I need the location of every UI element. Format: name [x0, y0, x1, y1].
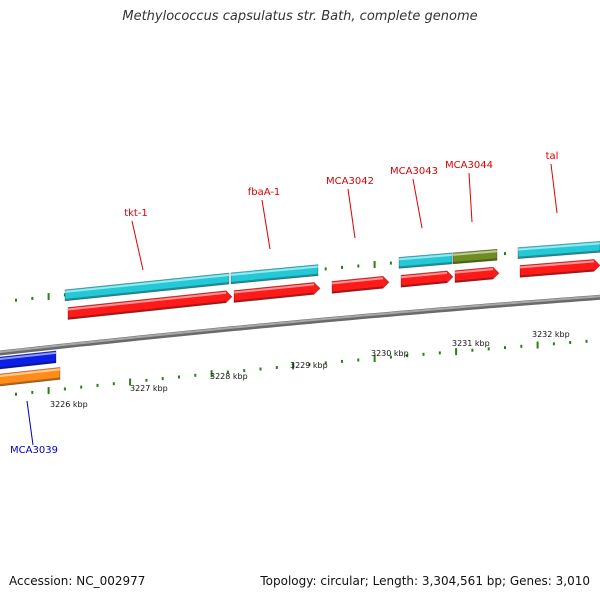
leader-line-4	[468, 172, 473, 223]
scale-label-1: 3227 kbp	[130, 384, 168, 393]
tkt-1-gene-shade	[64, 282, 230, 301]
MCA3042-cds-shine	[331, 277, 384, 285]
tal-cds-body	[519, 258, 600, 278]
gene-label-1: fbaA-1	[248, 187, 281, 198]
fbaA-1-gene-shade	[230, 273, 319, 284]
MCA3043-cds-shade	[400, 280, 448, 288]
tkt-1-gene	[64, 272, 230, 302]
fbaA-1-gene	[230, 264, 319, 285]
leader-line-0	[131, 220, 144, 271]
fbaA-1-cds-body	[233, 282, 321, 303]
accession-label: Accession: NC_002977	[9, 574, 146, 588]
MCA3043-cds	[400, 270, 454, 288]
MCA3043-gene	[398, 252, 453, 269]
MCA3044-cds-shade	[454, 277, 494, 283]
MCA3039-cds-shade	[0, 377, 61, 387]
scale-label-2: 3228 kbp	[210, 372, 248, 381]
tick-row-lower	[15, 339, 588, 396]
tkt-1-cds	[67, 290, 233, 320]
tal-gene	[517, 240, 600, 259]
MCA3039-cds	[0, 367, 61, 387]
gene-label-4: MCA3044	[445, 160, 493, 171]
MCA3043-gene-shade	[398, 261, 453, 269]
tal-gene-shine	[517, 242, 600, 251]
leader-line-5	[550, 163, 558, 214]
MCA3043-cds-shine	[400, 271, 448, 279]
scale-label-5: 3231 kbp	[452, 339, 490, 348]
scale-label-0: 3226 kbp	[50, 400, 88, 409]
scale-label-3: 3229 kbp	[290, 361, 328, 370]
gene-label-2: MCA3042	[326, 176, 374, 187]
MCA3042-cds-body	[331, 275, 390, 294]
MCA3042-cds	[331, 275, 390, 294]
MCA3039-cds-shine	[0, 368, 61, 378]
tal-cds-shine	[519, 260, 595, 269]
tkt-1-gene-shine	[64, 274, 230, 293]
genome-summary-label: Topology: circular; Length: 3,304,561 bp…	[260, 574, 590, 588]
leader-line-6	[26, 400, 34, 446]
MCA3043-cds-body	[400, 270, 454, 288]
MCA3039-gene-shine	[0, 351, 57, 361]
MCA3044-gene-shade	[452, 258, 498, 264]
scale-label-6: 3232 kbp	[532, 330, 570, 339]
tkt-1-cds-body	[67, 290, 233, 320]
gene-label-0: tkt-1	[124, 208, 148, 219]
fbaA-1-gene-shine	[230, 265, 319, 276]
leader-line-3	[412, 178, 423, 229]
tal-cds	[519, 258, 600, 278]
leader-line-2	[347, 188, 356, 239]
MCA3039-gene	[0, 350, 57, 370]
MCA3044-gene-shine	[452, 250, 498, 256]
MCA3044-cds	[454, 266, 500, 284]
tkt-1-cds-shine	[67, 291, 227, 311]
MCA3044-cds-shine	[454, 268, 494, 274]
fbaA-1-cds-shine	[233, 283, 315, 294]
scale-label-4: 3230 kbp	[371, 349, 409, 358]
map-title: Methylococcus capsulatus str. Bath, comp…	[122, 9, 478, 24]
MCA3039-gene-shade	[0, 360, 57, 370]
fbaA-1-cds	[233, 282, 321, 303]
genome-backbone-highlight	[0, 295, 600, 354]
tal-gene-shade	[517, 250, 600, 259]
MCA3044-gene	[452, 248, 498, 265]
fbaA-1-cds-shade	[233, 292, 315, 303]
MCA3043-gene-shine	[398, 253, 453, 261]
gene-label-5: tal	[546, 151, 559, 162]
leader-line-1	[261, 199, 271, 250]
tkt-1-cds-shade	[67, 300, 227, 320]
MCA3042-cds-shade	[331, 286, 384, 294]
gene-label-6: MCA3039	[10, 445, 58, 456]
gene-label-3: MCA3043	[390, 166, 438, 177]
tal-cds-shade	[519, 269, 595, 278]
